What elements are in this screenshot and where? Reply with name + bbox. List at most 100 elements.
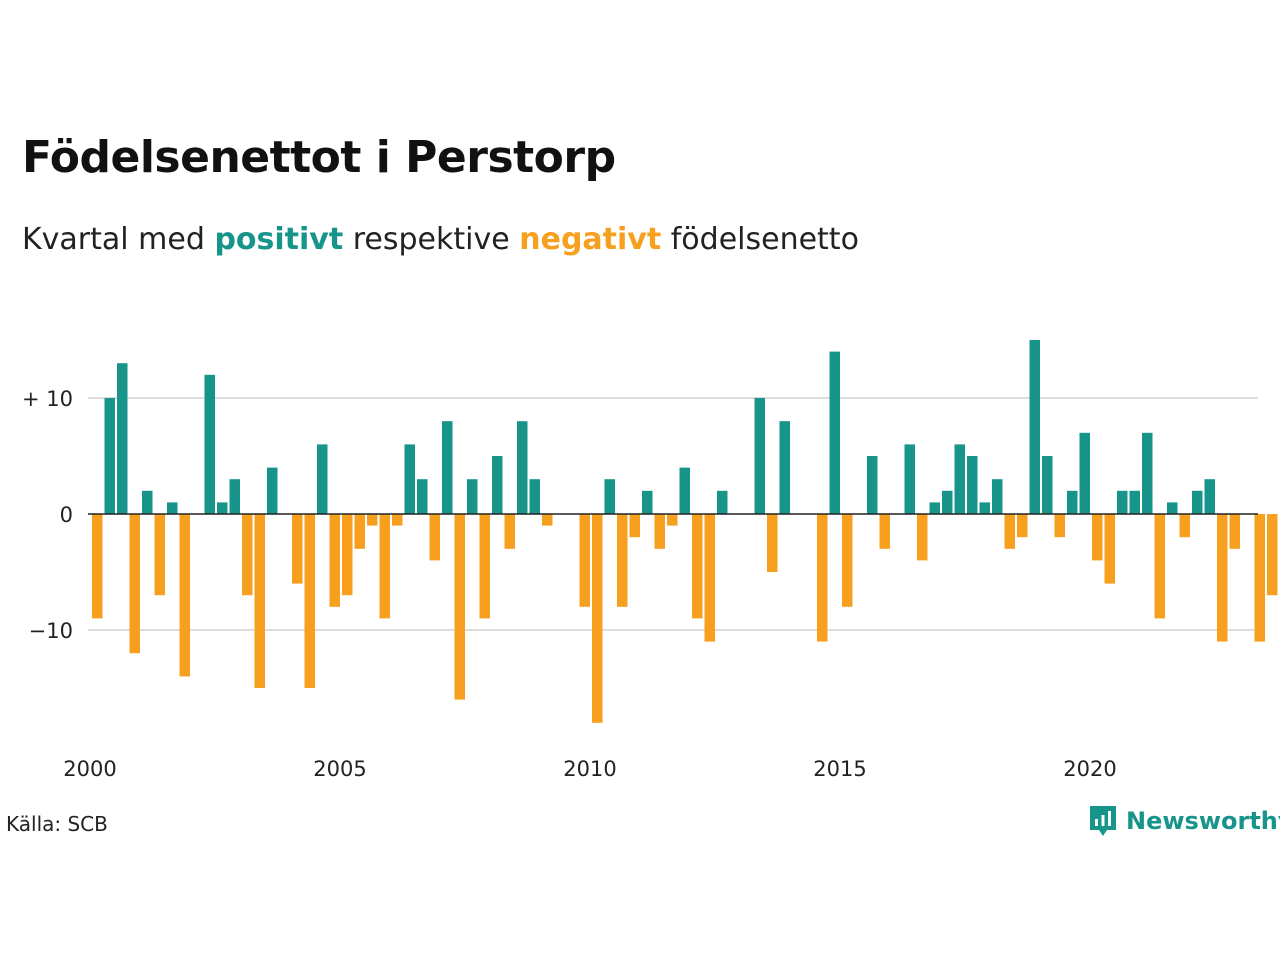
bar — [717, 490, 728, 514]
bar — [92, 514, 103, 619]
bar — [1217, 514, 1228, 642]
bar — [1042, 456, 1053, 514]
bar — [592, 514, 603, 723]
x-tick-label: 2015 — [813, 757, 866, 781]
bar — [842, 514, 853, 607]
x-tick-label: 2005 — [313, 757, 366, 781]
bar — [579, 514, 590, 607]
x-tick-label: 2000 — [63, 757, 116, 781]
bar — [617, 514, 628, 607]
bar — [642, 490, 653, 514]
x-tick-label: 2020 — [1063, 757, 1116, 781]
bar — [129, 514, 140, 654]
bar — [154, 514, 165, 596]
bar — [754, 398, 765, 514]
bar — [904, 444, 915, 514]
bar — [304, 514, 315, 688]
bar — [104, 398, 115, 514]
bar — [1104, 514, 1115, 584]
bar — [817, 514, 828, 642]
bar — [1254, 514, 1265, 642]
bar — [267, 467, 278, 514]
chart-title: Födelsenettot i Perstorp — [22, 132, 616, 183]
bar-chart: + 10 0 −10 2000 2005 2010 2015 2020 — [22, 340, 1278, 781]
bar — [1267, 514, 1278, 596]
bar — [242, 514, 253, 596]
bar — [1004, 514, 1015, 549]
brand-name: Newsworthy — [1126, 807, 1280, 835]
bar — [117, 363, 128, 514]
bar — [604, 479, 615, 514]
bar — [692, 514, 703, 619]
subtitle-negative-label: negativt — [519, 222, 662, 257]
bar — [467, 479, 478, 514]
bar — [204, 374, 215, 514]
bar — [704, 514, 715, 642]
bar — [629, 514, 640, 538]
bar — [1054, 514, 1065, 538]
bar — [179, 514, 190, 677]
bar — [367, 514, 378, 526]
bar — [317, 444, 328, 514]
subtitle-middle: respektive — [352, 222, 510, 257]
chart-subtitle: Kvartal med positivt respektive negativt… — [22, 222, 859, 257]
bar — [1067, 490, 1078, 514]
subtitle-suffix: födelsenetto — [670, 222, 859, 257]
bar — [1129, 490, 1140, 514]
bar — [342, 514, 353, 596]
y-tick-label: 0 — [60, 503, 73, 527]
bar — [1079, 432, 1090, 514]
bar — [1179, 514, 1190, 538]
bar — [1117, 490, 1128, 514]
bar — [979, 502, 990, 514]
bar — [1204, 479, 1215, 514]
bar — [142, 490, 153, 514]
bar — [767, 514, 778, 572]
bar — [542, 514, 553, 526]
bar — [404, 444, 415, 514]
bar — [1092, 514, 1103, 561]
bar — [942, 490, 953, 514]
bar — [917, 514, 928, 561]
bar — [829, 351, 840, 514]
subtitle-prefix: Kvartal med — [22, 222, 205, 257]
bar — [1192, 490, 1203, 514]
bar — [517, 421, 528, 514]
bar — [1029, 340, 1040, 514]
source-label: Källa: SCB — [6, 812, 108, 836]
bar — [1017, 514, 1028, 538]
subtitle-positive-label: positivt — [214, 222, 344, 257]
bar — [779, 421, 790, 514]
bar — [392, 514, 403, 526]
bar — [454, 514, 465, 700]
bar — [867, 456, 878, 514]
bar — [442, 421, 453, 514]
y-tick-label: + 10 — [22, 387, 73, 411]
bar — [967, 456, 978, 514]
bar — [167, 502, 178, 514]
bar — [679, 467, 690, 514]
bar — [654, 514, 665, 549]
bar — [354, 514, 365, 549]
bar — [954, 444, 965, 514]
bar — [217, 502, 228, 514]
bar — [529, 479, 540, 514]
bar — [254, 514, 265, 688]
bar — [667, 514, 678, 526]
bar — [379, 514, 390, 619]
bar — [879, 514, 890, 549]
brand-logo: Newsworthy — [1088, 804, 1280, 838]
bar — [479, 514, 490, 619]
bar — [504, 514, 515, 549]
bar — [1142, 432, 1153, 514]
bar — [929, 502, 940, 514]
x-tick-label: 2010 — [563, 757, 616, 781]
bar — [329, 514, 340, 607]
bar — [229, 479, 240, 514]
bar — [429, 514, 440, 561]
bar — [992, 479, 1003, 514]
bar — [492, 456, 503, 514]
bar — [292, 514, 303, 584]
bar — [1167, 502, 1178, 514]
bar — [1154, 514, 1165, 619]
